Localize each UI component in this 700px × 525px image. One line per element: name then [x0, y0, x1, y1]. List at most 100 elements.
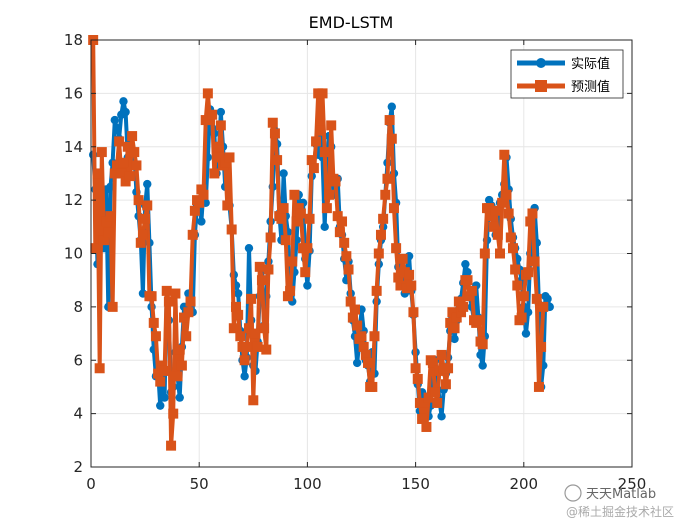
data-point-predicted — [484, 203, 495, 214]
data-point-predicted — [109, 168, 120, 179]
data-point-predicted — [369, 331, 380, 342]
legend-label-predicted: 预测值 — [571, 79, 610, 95]
data-point-predicted — [386, 133, 397, 144]
data-point-predicted — [317, 88, 328, 99]
data-point-predicted — [116, 168, 127, 179]
data-point-predicted — [98, 235, 109, 246]
data-point-predicted — [527, 208, 538, 219]
data-point-predicted — [341, 251, 352, 262]
y-tick-label: 18 — [64, 31, 83, 49]
data-point-predicted — [168, 408, 179, 419]
data-point-actual — [216, 107, 226, 117]
data-point-predicted — [92, 168, 103, 179]
legend-marker-predicted — [535, 80, 547, 92]
data-point-predicted — [179, 312, 190, 323]
data-point-actual — [320, 222, 329, 232]
data-point-actual — [121, 107, 130, 117]
data-point-predicted — [282, 291, 293, 302]
data-point-predicted — [105, 211, 116, 222]
data-point-predicted — [494, 248, 505, 259]
data-point-predicted — [174, 344, 185, 355]
data-point-predicted — [172, 371, 183, 382]
data-point-predicted — [114, 136, 125, 147]
data-point-actual — [461, 259, 470, 269]
data-point-predicted — [492, 229, 503, 240]
data-point-predicted — [202, 88, 213, 99]
data-point-predicted — [196, 184, 207, 195]
data-point-predicted — [464, 291, 475, 302]
data-point-predicted — [166, 440, 177, 451]
data-point-predicted — [189, 205, 200, 216]
data-point-predicted — [505, 232, 516, 243]
series-layer — [88, 35, 554, 451]
data-point-predicted — [373, 248, 384, 259]
data-point-predicted — [501, 189, 512, 200]
legend-marker-actual — [536, 58, 546, 68]
data-point-predicted — [300, 267, 311, 278]
data-point-predicted — [146, 291, 157, 302]
data-point-actual — [387, 102, 396, 111]
data-point-predicted — [163, 296, 174, 307]
data-point-predicted — [207, 109, 218, 120]
data-point-predicted — [490, 205, 501, 216]
data-point-predicted — [345, 296, 356, 307]
data-point-predicted — [462, 275, 473, 286]
data-point-predicted — [176, 360, 187, 371]
data-point-predicted — [525, 216, 536, 227]
data-point-predicted — [391, 243, 402, 254]
data-point-actual — [463, 267, 472, 277]
data-point-predicted — [239, 355, 250, 366]
y-tick-label: 4 — [73, 405, 83, 423]
data-point-predicted — [458, 301, 469, 312]
data-point-predicted — [406, 280, 417, 291]
data-point-predicted — [153, 368, 164, 379]
legend: 实际值 预测值 — [510, 49, 624, 99]
data-point-predicted — [350, 304, 361, 315]
data-point-predicted — [265, 232, 276, 243]
data-point-predicted — [148, 317, 159, 328]
data-point-actual — [352, 358, 362, 368]
data-point-predicted — [107, 301, 118, 312]
x-tick-label: 0 — [86, 475, 96, 493]
chart-title: EMD-LSTM — [309, 13, 394, 32]
data-point-predicted — [388, 203, 399, 214]
data-point-predicted — [150, 331, 161, 342]
data-point-predicted — [259, 323, 270, 334]
data-point-predicted — [456, 307, 467, 318]
data-point-actual — [240, 372, 249, 381]
data-point-actual — [156, 401, 165, 410]
data-point-predicted — [248, 395, 259, 406]
data-point-predicted — [155, 376, 166, 387]
data-point-predicted — [503, 208, 514, 219]
x-tick-label: 50 — [190, 475, 209, 493]
series-predicted — [88, 35, 549, 451]
data-point-predicted — [419, 397, 430, 408]
data-point-predicted — [410, 363, 421, 374]
data-point-predicted — [421, 421, 432, 432]
data-point-predicted — [185, 296, 196, 307]
data-point-predicted — [533, 381, 544, 392]
data-point-predicted — [352, 320, 363, 331]
data-point-predicted — [397, 253, 408, 264]
data-point-predicted — [209, 168, 220, 179]
data-point-predicted — [499, 149, 510, 160]
data-point-predicted — [343, 264, 354, 275]
data-point-actual — [143, 179, 152, 189]
data-point-predicted — [170, 288, 181, 299]
data-point-predicted — [453, 296, 464, 307]
data-point-predicted — [321, 203, 332, 214]
data-point-predicted — [243, 323, 254, 334]
data-point-predicted — [96, 147, 107, 158]
data-point-predicted — [516, 312, 527, 323]
y-tick-label: 2 — [73, 458, 83, 476]
data-point-predicted — [205, 115, 216, 126]
data-point-predicted — [326, 120, 337, 131]
data-point-predicted — [375, 229, 386, 240]
axis-ticks: 0 50 100 150 200 250 2 4 6 8 10 12 14 16 18 — [64, 31, 646, 493]
data-point-predicted — [291, 216, 302, 227]
data-point-predicted — [451, 312, 462, 323]
data-point-predicted — [133, 195, 144, 206]
data-point-predicted — [427, 357, 438, 368]
x-tick-label: 250 — [618, 475, 647, 493]
